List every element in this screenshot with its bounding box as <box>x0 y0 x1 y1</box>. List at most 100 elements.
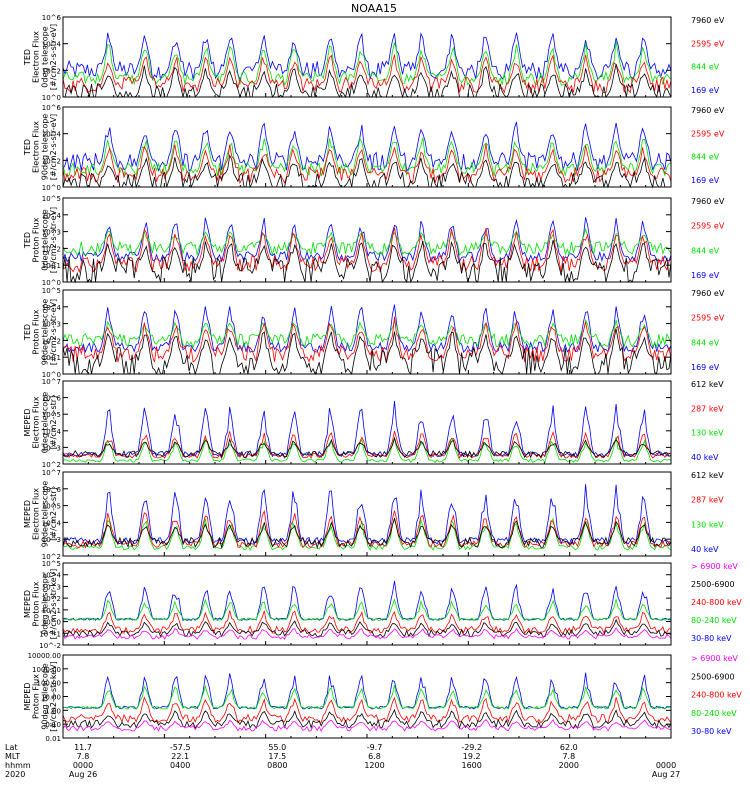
x-tick-label: 22.1 <box>171 752 189 761</box>
panel-1: 10^0 10^2 10^4 10^6 TEDElectron Flux0deg tel… <box>23 14 725 102</box>
series-line-287-kev <box>62 430 672 460</box>
y-tick-label: 10^-2 <box>39 642 61 650</box>
panel-3: 10^0 10^1 10^2 10^3 10^4 10^5 TEDProton Flux0d… <box>23 195 725 287</box>
panel-frame <box>62 106 672 188</box>
y-tick-label: 10^0 <box>42 619 61 627</box>
y-tick-label: 10^5 <box>42 503 61 511</box>
y-tick-label: 100.00 <box>37 680 62 688</box>
series-line-40-kev <box>62 484 672 546</box>
series-line-30-80-kev <box>62 580 672 621</box>
legend-entry: 7960 eV <box>691 289 725 298</box>
panel-frame <box>62 654 672 739</box>
legend-entry: 612 keV <box>691 380 724 389</box>
legend-entry: 844 eV <box>691 246 720 255</box>
panel-frame <box>62 562 672 646</box>
legend-entry: 612 keV <box>691 471 724 480</box>
y-tick-label: 10^5 <box>42 195 61 203</box>
legend-entry: 7960 eV <box>691 106 725 115</box>
legend-entry: 844 eV <box>691 153 720 162</box>
x-tick-label: 0800 <box>267 761 287 770</box>
y-tick-label: 10^2 <box>42 337 61 345</box>
x-row-label: 2020 <box>5 770 25 779</box>
y-tick-label: 10^4 <box>42 519 62 527</box>
x-tick-label: 1600 <box>462 761 482 770</box>
panel-8: 0.01 0.10 1.00 10.00 100.00 1000.00 10000.00ME… <box>23 652 742 743</box>
series-line-2500-6900 <box>62 708 672 730</box>
x-tick-label: 7.8 <box>77 752 90 761</box>
legend-entry: 169 eV <box>691 176 720 185</box>
x-tick-label: 2000 <box>559 761 579 770</box>
series-line-40-kev <box>62 400 672 458</box>
y-tick-label: 10^0 <box>42 279 61 287</box>
y-tick-label: 1.00 <box>45 707 61 715</box>
y-tick-label: 10^3 <box>42 444 61 452</box>
y-tick-label: 10^0 <box>42 184 61 192</box>
legend-entry: 40 keV <box>691 545 719 554</box>
series-line-169-ev <box>62 304 672 354</box>
legend-entry: 844 eV <box>691 338 720 347</box>
y-axis-label: MEPEDProton Flux90deg telescope[#/cm2-s-… <box>23 661 58 732</box>
y-tick-label: 10^2 <box>42 67 61 75</box>
series-line--6900-kev <box>62 626 672 640</box>
legend-entry: 2595 eV <box>691 222 725 231</box>
x-tick-label: -57.5 <box>170 743 191 752</box>
y-tick-label: 10^5 <box>42 560 61 568</box>
legend-entry: 30-80 keV <box>691 634 732 643</box>
panel-5: 10^2 10^3 10^4 10^5 10^6 10^7 MEPEDElectron Fl… <box>23 378 724 469</box>
series-line-844-ev <box>62 40 672 87</box>
y-tick-label: 10^4 <box>42 428 62 436</box>
x-tick-label: 0000 <box>73 761 93 770</box>
legend-entry: 240-800 keV <box>691 691 742 700</box>
panel-frame <box>62 197 672 283</box>
y-tick-label: 10^3 <box>42 536 61 544</box>
y-tick-label: 10^3 <box>42 229 61 237</box>
x-tick-label: Aug 26 <box>69 770 97 779</box>
legend-entry: 169 eV <box>691 271 720 280</box>
legend-entry: 30-80 keV <box>691 727 732 736</box>
y-tick-label: 10^4 <box>42 304 62 312</box>
legend-entry: 2500-6900 <box>691 580 735 589</box>
panel-7: 10^-2 10^-1 10^0 10^1 10^2 10^3 10^4 10^5MEPEDP… <box>23 560 742 650</box>
series-line-2595-ev <box>62 227 672 274</box>
x-tick-label: 0000 <box>656 761 676 770</box>
y-tick-label: 10^5 <box>42 287 61 295</box>
legend-entry: 240-800 keV <box>691 598 742 607</box>
y-tick-label: 10^4 <box>42 212 62 220</box>
x-tick-label: -9.7 <box>367 743 383 752</box>
y-tick-label: 0.10 <box>45 721 61 729</box>
series-line-7960-ev <box>62 329 672 376</box>
legend-entry: 2595 eV <box>691 39 725 48</box>
y-tick-label: 10^4 <box>42 41 62 49</box>
legend-entry: 169 eV <box>691 363 720 372</box>
legend-entry: 7960 eV <box>691 16 725 25</box>
y-tick-label: 10^2 <box>42 157 61 165</box>
y-axis-label: MEPEDElectron Flux90deg telescope[#/cm2-… <box>23 481 58 548</box>
y-tick-label: 10^7 <box>42 469 61 477</box>
legend-entry: 2595 eV <box>691 129 725 138</box>
series-line-612-kev <box>62 436 672 459</box>
x-tick-label: 6.8 <box>368 752 381 761</box>
y-tick-label: 10^4 <box>42 131 62 139</box>
series-line--6900-kev <box>62 718 672 732</box>
y-tick-label: 10^1 <box>42 607 61 615</box>
panel-6: 10^2 10^3 10^4 10^5 10^6 10^7 MEPEDElectron Fl… <box>23 469 724 561</box>
series-line-2595-ev <box>62 54 672 94</box>
series-line-844-ev <box>62 318 672 349</box>
x-row-label: Lat <box>5 743 18 752</box>
series-line-80-240-kev <box>62 598 672 621</box>
legend-entry: 40 keV <box>691 453 719 462</box>
x-tick-label: 7.8 <box>562 752 575 761</box>
series-line-240-800-kev <box>62 610 672 635</box>
x-row-label: hhmm <box>5 761 31 770</box>
legend-entry: 130 keV <box>691 429 724 438</box>
x-row-label: MLT <box>5 752 20 761</box>
x-tick-label: Aug 27 <box>652 770 680 779</box>
x-tick-label: 1200 <box>364 761 384 770</box>
chart-title: NOAA15 <box>351 2 397 15</box>
y-tick-label: 0.01 <box>45 735 61 743</box>
x-tick-label: 19.2 <box>463 752 481 761</box>
series-line-2595-ev <box>62 143 672 185</box>
y-tick-label: 10^2 <box>42 245 61 253</box>
y-tick-label: 10^0 <box>42 371 61 379</box>
